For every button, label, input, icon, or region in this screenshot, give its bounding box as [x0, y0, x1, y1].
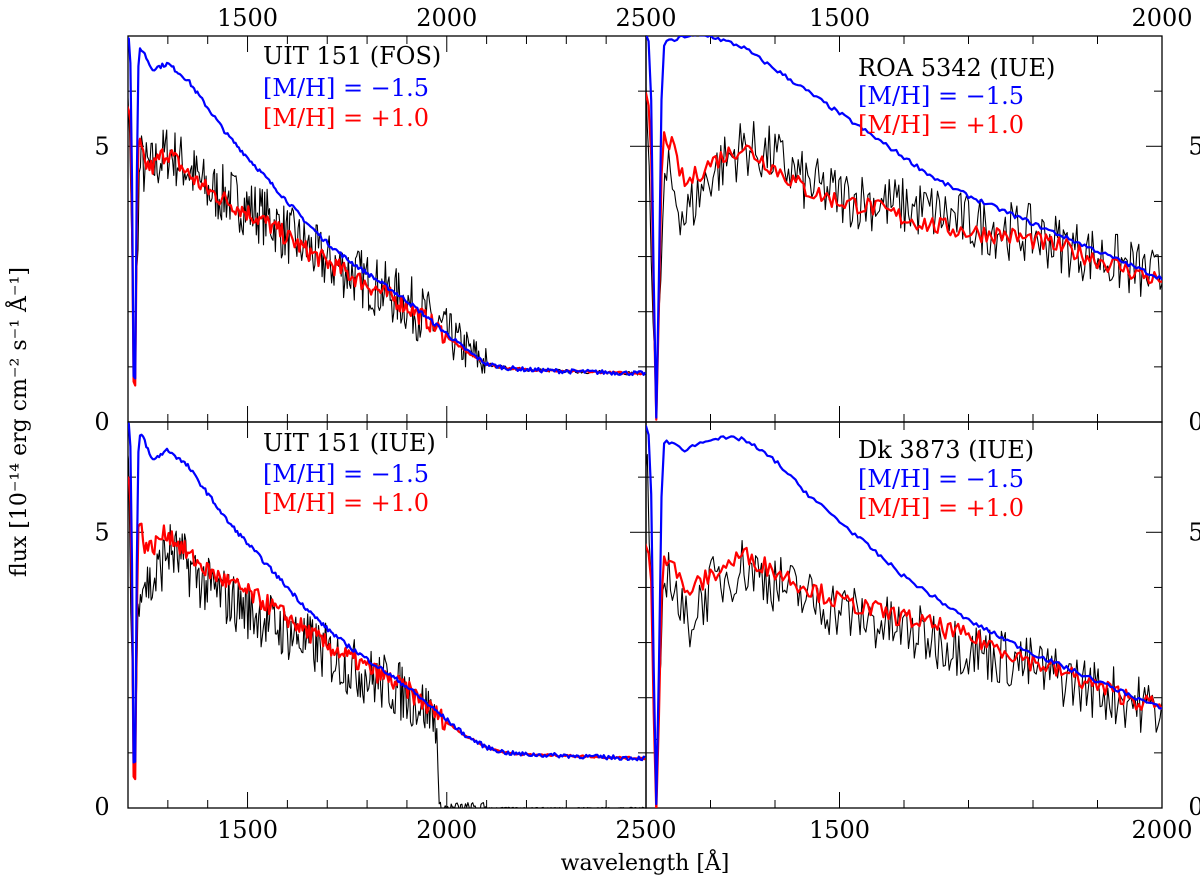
- series-metal-rich-line: [646, 92, 1162, 421]
- x-tick-label: 2000: [416, 816, 477, 844]
- x-tick-label: 2500: [615, 816, 676, 844]
- panel-legend-top-left: UIT 151 (FOS) [M/H] = −1.5 [M/H] = +1.0: [263, 42, 441, 132]
- panel-2-axes: 1500 2000 0 5: [645, 4, 1200, 436]
- series-observed-line: [128, 450, 646, 808]
- series-metal-rich-line: [128, 105, 646, 387]
- series-metal-rich-line: [646, 542, 1162, 808]
- panel-title: UIT 151 (FOS): [263, 42, 441, 70]
- legend-metal-poor: [M/H] = −1.5: [858, 465, 1024, 493]
- panel-title: Dk 3873 (IUE): [858, 436, 1034, 464]
- legend-metal-rich: [M/H] = +1.0: [263, 489, 429, 517]
- panel-4-curves: [646, 425, 1162, 808]
- y-tick-label: 5: [1188, 132, 1200, 160]
- panel-title: UIT 151 (IUE): [263, 429, 436, 457]
- x-tick-label: 1500: [217, 816, 278, 844]
- panel-2-curves: [646, 36, 1162, 421]
- y-tick-label: 5: [94, 132, 109, 160]
- legend-metal-rich: [M/H] = +1.0: [858, 494, 1024, 522]
- x-axis-label: wavelength [Å]: [561, 848, 730, 876]
- panel-legend-top-right: ROA 5342 (IUE) [M/H] = −1.5 [M/H] = +1.0: [858, 54, 1055, 139]
- x-tick-label: 2000: [416, 4, 477, 32]
- x-tick-label: 1500: [809, 816, 870, 844]
- series-metal-poor-line: [646, 425, 1162, 806]
- panel-title: ROA 5342 (IUE): [858, 54, 1055, 82]
- panel-legend-bottom-right: Dk 3873 (IUE) [M/H] = −1.5 [M/H] = +1.0: [858, 436, 1034, 522]
- x-tick-label: 2000: [1131, 816, 1192, 844]
- panel-1-curves: [128, 36, 646, 387]
- legend-metal-rich: [M/H] = +1.0: [858, 111, 1024, 139]
- x-tick-label: 2000: [1131, 4, 1192, 32]
- series-metal-poor-line: [646, 36, 1162, 419]
- y-tick-label: 0: [94, 793, 109, 821]
- panel-1-axes: 1500 2000 2500 0 5: [94, 4, 676, 436]
- series-metal-poor-line: [128, 36, 646, 380]
- x-tick-label: 1500: [809, 4, 870, 32]
- legend-metal-poor: [M/H] = −1.5: [263, 74, 429, 102]
- series-metal-rich-line: [128, 475, 646, 781]
- series-metal-poor-line: [128, 422, 646, 764]
- y-tick-label: 0: [1188, 793, 1200, 821]
- x-tick-label: 1500: [217, 4, 278, 32]
- y-tick-label: 5: [1188, 518, 1200, 546]
- legend-metal-poor: [M/H] = −1.5: [263, 460, 429, 488]
- y-axis-label: flux [10⁻¹⁴ erg cm⁻² s⁻¹ Å⁻¹]: [4, 267, 32, 577]
- legend-metal-rich: [M/H] = +1.0: [263, 104, 429, 132]
- panel-3-axes: 1500 2000 2500 0 5: [94, 421, 677, 844]
- y-tick-label: 0: [1188, 408, 1200, 436]
- y-tick-label: 5: [94, 518, 109, 546]
- series-observed-line: [646, 71, 1162, 362]
- curves-layer: [128, 36, 1162, 808]
- y-tick-label: 0: [94, 408, 109, 436]
- x-tick-label: 2500: [615, 4, 676, 32]
- legend-metal-poor: [M/H] = −1.5: [858, 82, 1024, 110]
- series-observed-line: [646, 454, 1162, 741]
- panel-legend-bottom-left: UIT 151 (IUE) [M/H] = −1.5 [M/H] = +1.0: [263, 429, 436, 517]
- panel-3-curves: [128, 422, 646, 808]
